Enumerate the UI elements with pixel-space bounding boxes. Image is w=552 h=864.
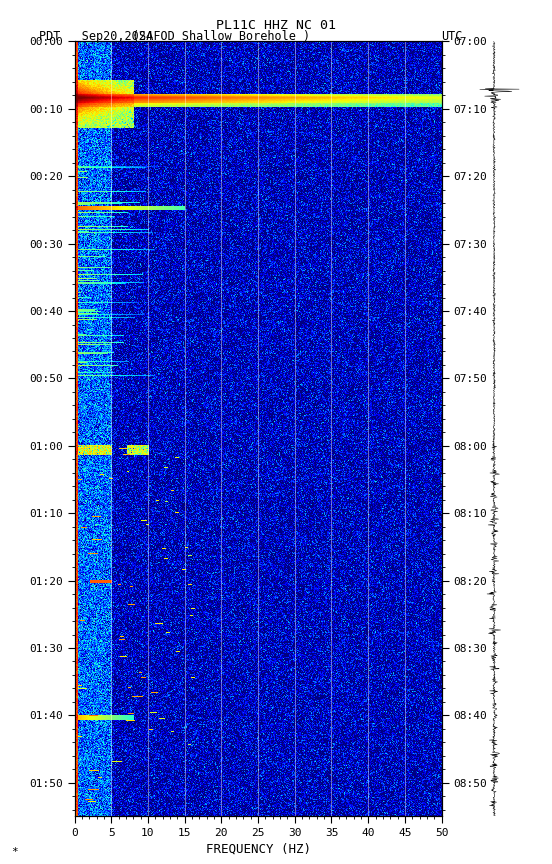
Text: *: * bbox=[11, 847, 18, 857]
Text: PL11C HHZ NC 01: PL11C HHZ NC 01 bbox=[216, 19, 336, 32]
Text: (SAFOD Shallow Borehole ): (SAFOD Shallow Borehole ) bbox=[132, 30, 310, 43]
Text: UTC: UTC bbox=[442, 30, 463, 43]
Text: PDT   Sep20,2024: PDT Sep20,2024 bbox=[39, 30, 153, 43]
X-axis label: FREQUENCY (HZ): FREQUENCY (HZ) bbox=[205, 842, 311, 855]
